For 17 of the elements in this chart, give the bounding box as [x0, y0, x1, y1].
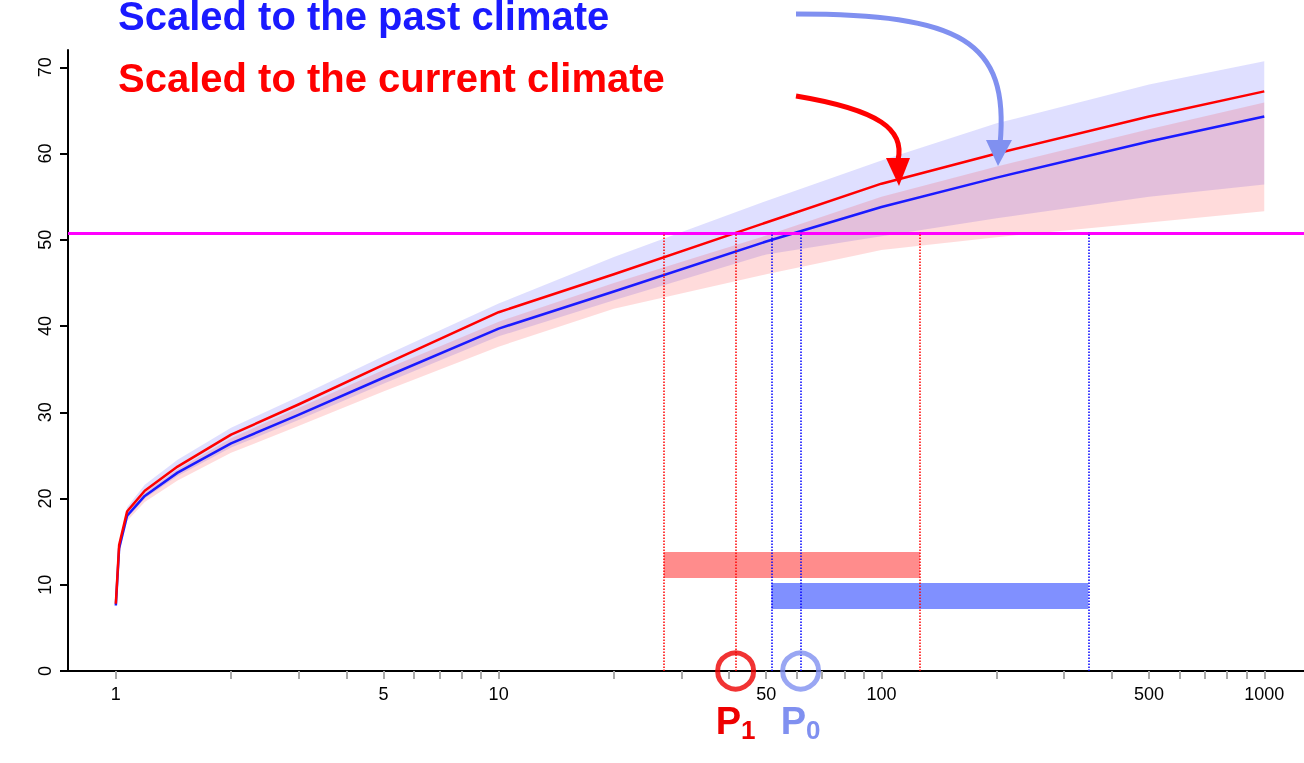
x-tick-label: 1000 — [1244, 684, 1285, 704]
y-tick-label: 50 — [35, 229, 55, 250]
x-tick-label: 10 — [488, 684, 509, 704]
y-tick-label: 10 — [35, 574, 55, 595]
y-tick-label: 60 — [35, 143, 55, 164]
x-tick-label: 5 — [378, 684, 389, 704]
x-tick-label: 500 — [1134, 684, 1165, 704]
y-tick-label: 20 — [35, 488, 55, 509]
y-tick-label: 40 — [35, 315, 55, 337]
x-tick-label: 1 — [110, 684, 121, 704]
x-tick-label: 50 — [756, 684, 777, 704]
text: Scaled to the past climate — [118, 0, 610, 38]
y-tick-label: 30 — [35, 402, 55, 423]
text: Scaled to the current climate — [118, 56, 665, 100]
y-tick-label: 70 — [35, 57, 55, 78]
y-tick-label: 0 — [35, 665, 55, 677]
x-tick-label: 100 — [866, 684, 897, 704]
